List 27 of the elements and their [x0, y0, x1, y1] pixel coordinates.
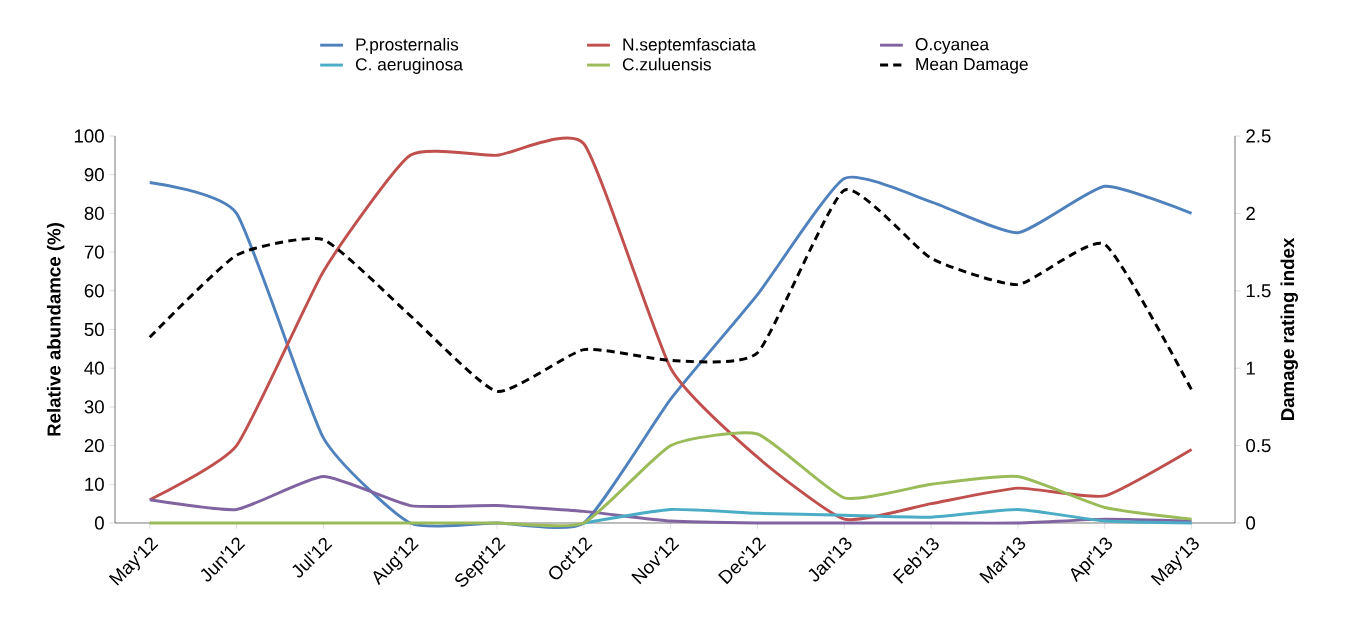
y-tick-label: 20 — [84, 438, 104, 453]
legend-label: C.zuluensis — [622, 57, 711, 71]
y2-tick-label: 0 — [1246, 516, 1256, 530]
y2-tick-label: 2 — [1246, 206, 1255, 220]
y-tick-label: 70 — [84, 245, 104, 259]
y2-tick-label: 2.5 — [1246, 129, 1271, 143]
legend-label: Mean Damage — [916, 58, 1028, 74]
y2-tick-label: 1.5 — [1246, 284, 1271, 298]
line-series — [148, 188, 1194, 393]
y-tick-label: 90 — [84, 168, 104, 182]
line-series — [148, 475, 1194, 525]
y-axis-title: Relative abundamce (%) — [46, 223, 65, 436]
legend-label: N.septemfasciata — [623, 37, 756, 55]
y2-axis-title: Damage rating index — [1280, 237, 1298, 421]
y2-tick-label: 1 — [1246, 361, 1255, 375]
y-tick-label: 80 — [84, 206, 104, 220]
y-tick-label: 10 — [85, 477, 104, 491]
y-tick-label: 30 — [84, 400, 104, 414]
y2-tick-label: 0.5 — [1246, 438, 1271, 453]
y-tick-label: 50 — [84, 322, 104, 337]
legend-label: C. aeruginosa — [355, 57, 463, 74]
legend-label: P.prosternalis — [356, 37, 459, 55]
y-tick-label: 40 — [84, 361, 104, 375]
y-tick-label: 100 — [74, 129, 104, 143]
y-tick-label: 60 — [84, 284, 104, 298]
legend-label: O.cyanea — [915, 38, 990, 54]
y-tick-label: 0 — [94, 516, 104, 530]
